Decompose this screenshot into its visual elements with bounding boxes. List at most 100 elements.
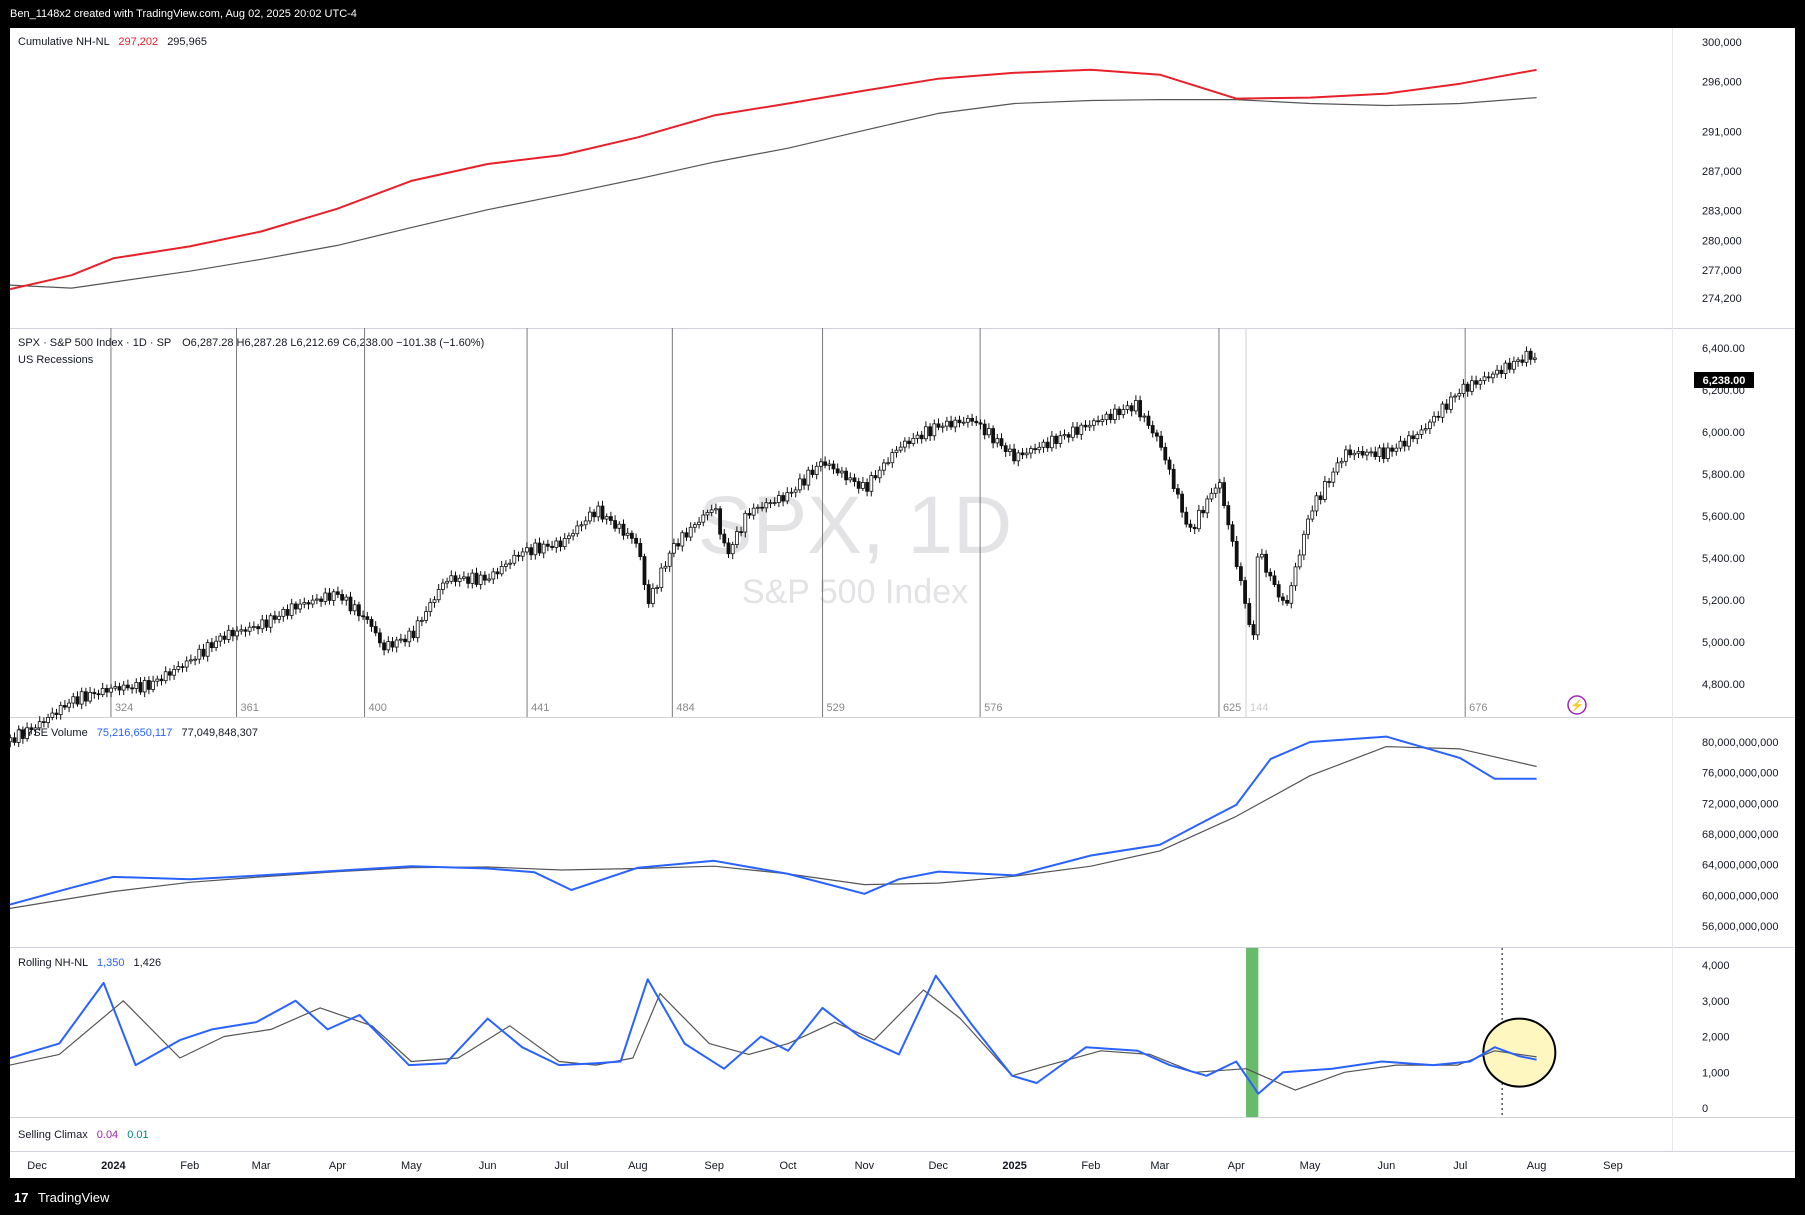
candle-body bbox=[760, 506, 764, 509]
x-tick-label: Apr bbox=[329, 1160, 346, 1172]
bar-count-label: 324 bbox=[115, 702, 133, 714]
candle-body bbox=[747, 512, 752, 516]
candle-body bbox=[41, 721, 46, 724]
x-tick-label: Sep bbox=[704, 1160, 724, 1172]
candle-body bbox=[377, 632, 382, 644]
candle-body bbox=[151, 680, 155, 690]
x-tick-label: Mar bbox=[1150, 1160, 1169, 1172]
candle-body bbox=[264, 619, 269, 628]
candle-body bbox=[1087, 424, 1092, 428]
legend-title-text: Rolling NH-NL bbox=[18, 957, 88, 969]
candle-body bbox=[1066, 434, 1071, 438]
candle-body bbox=[974, 420, 979, 424]
candle-body bbox=[844, 470, 848, 481]
candle-body bbox=[323, 592, 328, 602]
y-tick-label: 283,000 bbox=[1702, 206, 1742, 218]
candle-body bbox=[319, 598, 323, 602]
candle-body bbox=[755, 506, 760, 509]
x-tick-label: May bbox=[1300, 1160, 1321, 1172]
x-tick-label: Feb bbox=[1081, 1160, 1100, 1172]
candle-body bbox=[604, 516, 609, 520]
main-line bbox=[10, 735, 1537, 906]
x-tick-label: Dec bbox=[928, 1160, 948, 1172]
candle-body bbox=[1469, 380, 1474, 392]
candle-body bbox=[797, 478, 802, 491]
candle-body bbox=[1058, 435, 1063, 444]
candle-body bbox=[940, 425, 945, 428]
candle-body bbox=[100, 688, 105, 695]
candle-body bbox=[655, 587, 659, 589]
y-tick-label: 6,200.00 bbox=[1702, 385, 1745, 397]
y-tick-label: 2,000 bbox=[1702, 1032, 1730, 1044]
candle-body bbox=[1100, 419, 1105, 423]
candle-body bbox=[705, 512, 710, 516]
candle-body bbox=[386, 641, 391, 651]
candle-body bbox=[407, 630, 412, 643]
candle-body bbox=[109, 687, 113, 693]
x-tick-label: Mar bbox=[252, 1160, 271, 1172]
legend-value1: 1,350 bbox=[97, 957, 125, 969]
candle-body bbox=[873, 475, 878, 479]
x-tick-label: Jul bbox=[555, 1160, 569, 1172]
legend-spx-sub: US Recessions bbox=[18, 354, 94, 366]
legend-spx-title: SPX · S&P 500 Index · 1D · SP O6,287.28 … bbox=[18, 337, 484, 349]
chart-canvas[interactable]: SPX, 1D S&P 500 Index Cumulative NH-NL 2… bbox=[10, 28, 1795, 1178]
candle-body bbox=[1423, 428, 1428, 431]
candle-body bbox=[268, 615, 273, 628]
candle-body bbox=[58, 705, 63, 715]
candle-body bbox=[10, 737, 13, 743]
candle-body bbox=[487, 578, 491, 581]
candle-body bbox=[835, 468, 840, 474]
candle-body bbox=[701, 514, 706, 523]
candle-body bbox=[54, 712, 59, 715]
candle-body bbox=[403, 638, 407, 643]
candle-body bbox=[1490, 373, 1495, 379]
y-tick-label: 56,000,000,000 bbox=[1702, 921, 1778, 933]
candle-body bbox=[327, 592, 332, 601]
legend-value2: 295,965 bbox=[167, 36, 207, 48]
candle-body bbox=[453, 575, 458, 582]
candle-body bbox=[16, 729, 21, 743]
candle-body bbox=[1352, 452, 1357, 456]
y-tick-label: 80,000,000,000 bbox=[1702, 737, 1778, 749]
candle-body bbox=[356, 604, 361, 617]
candle-body bbox=[751, 507, 756, 516]
candle-body bbox=[1310, 510, 1315, 520]
bar-count-label: 484 bbox=[676, 702, 694, 714]
y-tick-label: 300,000 bbox=[1702, 37, 1742, 49]
candle-body bbox=[592, 511, 596, 518]
legend-nyse-title: NYSE Volume 75,216,650,117 77,049,848,30… bbox=[18, 727, 258, 739]
candle-body bbox=[1121, 409, 1126, 416]
candle-body bbox=[293, 603, 298, 610]
candle-body bbox=[1532, 357, 1537, 360]
candle-body bbox=[1259, 553, 1264, 558]
candle-body bbox=[1075, 426, 1079, 435]
y-tick-label: 3,000 bbox=[1702, 996, 1730, 1008]
candle-body bbox=[1213, 487, 1218, 494]
candle-body bbox=[571, 533, 575, 537]
main-line bbox=[10, 974, 1537, 1095]
lightning-icon[interactable] bbox=[1567, 695, 1587, 715]
candle-body bbox=[659, 567, 664, 588]
candle-body bbox=[1528, 350, 1533, 360]
candle-body bbox=[785, 492, 790, 502]
candle-body bbox=[646, 584, 651, 604]
candle-body bbox=[789, 491, 794, 494]
candle-body bbox=[478, 574, 483, 585]
watermark-name: S&P 500 Index bbox=[742, 573, 968, 611]
candle-body bbox=[1520, 359, 1525, 363]
candle-body bbox=[1192, 526, 1197, 530]
candle-body bbox=[1478, 380, 1483, 385]
candle-body bbox=[1406, 435, 1411, 447]
recession-highlight bbox=[1246, 948, 1259, 1117]
candle-body bbox=[130, 687, 134, 690]
candle-body bbox=[1289, 585, 1294, 604]
last-price-tag bbox=[1694, 372, 1754, 388]
candle-body bbox=[1524, 350, 1529, 363]
candle-body bbox=[1070, 426, 1075, 438]
candle-body bbox=[1217, 482, 1222, 489]
chart-svg[interactable]: SPX, 1D S&P 500 Index Cumulative NH-NL 2… bbox=[10, 28, 1795, 1178]
candle-body bbox=[247, 626, 252, 632]
candle-body bbox=[1390, 447, 1394, 452]
legend-value2: 1,426 bbox=[134, 957, 162, 969]
